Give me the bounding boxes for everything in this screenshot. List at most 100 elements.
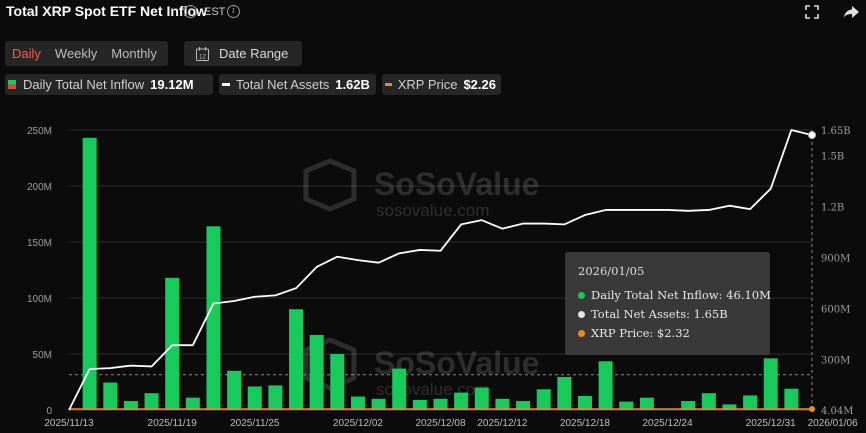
legend-price-value: $2.26 bbox=[463, 77, 496, 92]
x-tick-label: 2026/01/06 bbox=[808, 418, 858, 429]
tooltip-price-dot-icon bbox=[578, 329, 585, 337]
watermark-url: sosovalue.com bbox=[376, 201, 489, 220]
inflow-bar bbox=[474, 387, 489, 410]
y-tick-label-right: 600M bbox=[821, 305, 850, 316]
inflow-bar bbox=[763, 358, 778, 410]
tooltip-inflow-text: Daily Total Net Inflow: 46.10M bbox=[591, 288, 771, 302]
x-tick-label: 2025/12/12 bbox=[477, 418, 527, 429]
chart-axes: 0 50M 100M 150M 200M 250M 4.04M 300M 600M 900M 1.2… bbox=[27, 126, 858, 429]
inflow-bar bbox=[165, 277, 180, 410]
tab-weekly[interactable]: Weekly bbox=[54, 46, 98, 61]
inflow-bar bbox=[639, 397, 654, 410]
watermark-brand: SoSoValue bbox=[374, 166, 539, 202]
y-tick-label-left: 100M bbox=[27, 294, 52, 305]
tab-daily[interactable]: Daily bbox=[12, 46, 41, 61]
inflow-bar bbox=[784, 388, 799, 410]
timezone-label: EST bbox=[204, 6, 226, 18]
inflow-bar bbox=[454, 392, 469, 410]
tooltip-price-row: XRP Price: $2.32 bbox=[578, 326, 690, 340]
inflow-bar bbox=[227, 370, 242, 410]
tab-monthly[interactable]: Monthly bbox=[111, 46, 157, 61]
date-range-button[interactable]: 12 Date Range bbox=[184, 41, 302, 66]
inflow-bar bbox=[206, 226, 221, 410]
assets-line bbox=[68, 129, 813, 411]
inflow-bar bbox=[144, 393, 159, 410]
legend-price[interactable]: XRP Price $2.26 bbox=[382, 74, 501, 95]
watermark-logo-icon bbox=[303, 158, 357, 212]
inflow-bar bbox=[516, 401, 531, 410]
legend-assets-value: 1.62B bbox=[335, 77, 370, 92]
x-tick-label: 2025/12/18 bbox=[560, 418, 610, 429]
inflow-bar bbox=[82, 137, 97, 410]
y-tick-label-right: 1.5B bbox=[821, 152, 844, 163]
inflow-bar bbox=[412, 399, 427, 410]
share-icon bbox=[843, 6, 859, 18]
assets-highlight-point bbox=[808, 131, 816, 140]
share-button[interactable] bbox=[836, 0, 866, 24]
date-range-label: Date Range bbox=[219, 46, 289, 61]
x-tick-label: 2025/12/08 bbox=[415, 418, 465, 429]
tooltip-inflow-dot-icon bbox=[578, 291, 585, 299]
inflow-bar bbox=[123, 401, 138, 410]
page-title: Total XRP Spot ETF Net Inflow bbox=[6, 3, 207, 19]
y-tick-label-right: 4.04M bbox=[821, 406, 854, 417]
y-tick-label-right: 1.65B bbox=[821, 126, 851, 137]
chart-tooltip: 2026/01/05 Daily Total Net Inflow: 46.10… bbox=[565, 252, 771, 355]
inflow-bar bbox=[371, 398, 386, 410]
legend-bar-swatch-icon bbox=[8, 80, 16, 89]
inflow-bar bbox=[392, 368, 407, 410]
x-tick-label: 2025/12/31 bbox=[746, 418, 796, 429]
x-tick-label: 2025/12/02 bbox=[333, 418, 383, 429]
x-tick-label: 2025/11/13 bbox=[44, 418, 94, 429]
inflow-bar bbox=[289, 309, 304, 410]
y-tick-label-right: 1.2B bbox=[821, 203, 844, 214]
chart-header: Total XRP Spot ETF Net Inflow i EST i bbox=[0, 0, 866, 24]
y-tick-label-left: 200M bbox=[27, 182, 52, 193]
inflow-bar bbox=[577, 396, 592, 410]
y-tick-label-left: 250M bbox=[27, 126, 52, 137]
y-tick-label-right: 300M bbox=[821, 356, 850, 367]
tooltip-inflow-row: Daily Total Net Inflow: 46.10M bbox=[578, 288, 771, 302]
inflow-bar bbox=[309, 334, 324, 410]
inflow-bar bbox=[330, 354, 345, 410]
tooltip-assets-dot-icon bbox=[578, 310, 585, 318]
x-tick-label: 2025/11/19 bbox=[148, 418, 198, 429]
x-tick-label: 2025/11/25 bbox=[230, 418, 280, 429]
calendar-icon: 12 bbox=[196, 46, 209, 61]
inflow-bar bbox=[619, 401, 634, 410]
inflow-bar bbox=[681, 401, 696, 410]
inflow-bar bbox=[701, 393, 716, 410]
inflow-bar bbox=[247, 386, 262, 410]
info-icon[interactable]: i bbox=[184, 5, 197, 18]
legend-line-swatch-icon bbox=[222, 83, 230, 86]
line-series bbox=[68, 129, 816, 412]
watermark-logo-icon bbox=[303, 337, 357, 391]
inflow-bar bbox=[722, 404, 737, 410]
tooltip-assets-row: Total Net Assets: 1.65B bbox=[578, 307, 728, 321]
fullscreen-button[interactable] bbox=[797, 0, 827, 24]
legend-price-swatch-icon bbox=[385, 83, 392, 86]
legend-assets[interactable]: Total Net Assets 1.62B bbox=[219, 74, 376, 95]
inflow-bar bbox=[433, 398, 448, 410]
tooltip-date: 2026/01/05 bbox=[578, 264, 645, 278]
legend-inflow-label: Daily Total Net Inflow bbox=[23, 77, 145, 92]
y-tick-label-left: 50M bbox=[33, 350, 52, 361]
tooltip-assets-text: Total Net Assets: 1.65B bbox=[591, 307, 728, 321]
fullscreen-icon bbox=[805, 5, 819, 19]
timezone-info-icon[interactable]: i bbox=[227, 5, 240, 18]
period-tabs: Daily Weekly Monthly bbox=[5, 41, 168, 66]
y-tick-label-right: 900M bbox=[821, 254, 850, 265]
x-tick-label: 2025/12/24 bbox=[642, 418, 692, 429]
inflow-bar bbox=[103, 382, 118, 410]
inflow-bar bbox=[536, 389, 551, 410]
y-tick-label-left: 0 bbox=[46, 406, 52, 417]
inflow-bar bbox=[598, 361, 613, 410]
inflow-bar bbox=[185, 397, 200, 410]
legend-inflow-value: 19.12M bbox=[150, 77, 194, 92]
inflow-bar bbox=[743, 395, 758, 410]
legend-inflow[interactable]: Daily Total Net Inflow 19.12M bbox=[5, 74, 213, 95]
svg-text:12: 12 bbox=[199, 54, 206, 60]
inflow-bar bbox=[557, 376, 572, 410]
